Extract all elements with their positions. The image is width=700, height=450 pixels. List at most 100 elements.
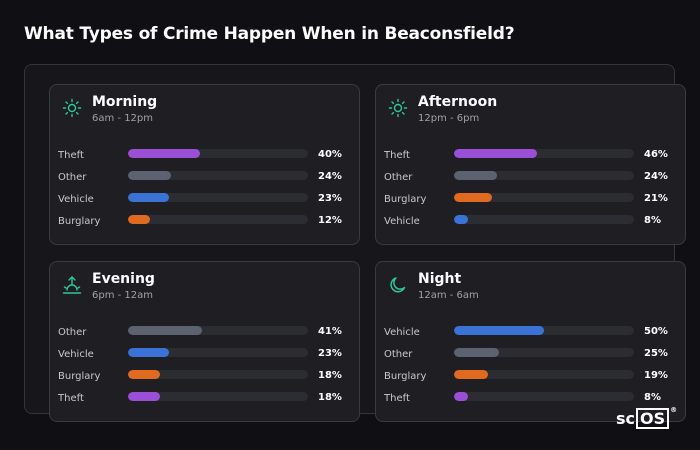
card-title: Evening	[92, 271, 155, 287]
bar-fill	[454, 193, 492, 202]
crime-row-vehicle: Vehicle 8%	[384, 212, 679, 234]
crime-type-label: Other	[58, 327, 87, 338]
crime-bar-list: Other 41% Vehicle 23% Burglary 18% Theft 18%	[58, 323, 353, 411]
page-title: What Types of Crime Happen When in Beaco…	[24, 24, 515, 44]
crime-row-burglary: Burglary 12%	[58, 212, 353, 234]
bar-fill	[128, 193, 170, 202]
crime-row-theft: Theft 18%	[58, 389, 353, 411]
bar-fill	[128, 392, 161, 401]
card-afternoon: Afternoon 12pm - 6pm Theft 46% Other 24% Bur…	[375, 84, 686, 245]
bar-fill	[454, 326, 544, 335]
card-time-range: 12pm - 6pm	[418, 113, 480, 124]
card-time-range: 12am - 6am	[418, 290, 479, 301]
bar-track	[128, 392, 308, 401]
crime-panel: Morning 6am - 12pm Theft 40% Other 24% Vehic…	[24, 64, 686, 422]
sun-icon	[388, 98, 408, 118]
bar-track	[454, 326, 634, 335]
crime-type-label: Vehicle	[384, 327, 420, 338]
bar-fill	[454, 392, 469, 401]
crime-type-label: Vehicle	[58, 349, 94, 360]
percentage-value: 8%	[644, 215, 661, 226]
bar-track	[128, 348, 308, 357]
percentage-value: 46%	[644, 149, 668, 160]
bar-track	[454, 392, 634, 401]
crime-type-label: Vehicle	[384, 216, 420, 227]
bar-fill	[454, 171, 498, 180]
sunset-icon	[62, 275, 82, 295]
crime-row-other: Other 24%	[58, 168, 353, 190]
bar-fill	[454, 348, 499, 357]
percentage-value: 25%	[644, 348, 668, 359]
bar-fill	[454, 370, 489, 379]
crime-type-label: Other	[58, 172, 87, 183]
bar-fill	[454, 149, 537, 158]
crime-row-other: Other 24%	[384, 168, 679, 190]
bar-fill	[454, 215, 469, 224]
bar-fill	[128, 171, 172, 180]
bar-track	[454, 193, 634, 202]
bar-track	[128, 326, 308, 335]
bar-track	[454, 370, 634, 379]
crime-type-label: Theft	[58, 150, 84, 161]
crime-row-burglary: Burglary 19%	[384, 367, 679, 389]
percentage-value: 12%	[318, 215, 342, 226]
crime-row-theft: Theft 46%	[384, 146, 679, 168]
bar-fill	[128, 370, 161, 379]
crime-row-vehicle: Vehicle 50%	[384, 323, 679, 345]
card-title: Morning	[92, 94, 158, 110]
bar-track	[454, 215, 634, 224]
crime-row-theft: Theft 8%	[384, 389, 679, 411]
crime-type-label: Vehicle	[58, 194, 94, 205]
bar-fill	[128, 215, 150, 224]
bar-fill	[128, 348, 170, 357]
percentage-value: 19%	[644, 370, 668, 381]
crime-row-vehicle: Vehicle 23%	[58, 190, 353, 212]
percentage-value: 41%	[318, 326, 342, 337]
crime-row-burglary: Burglary 18%	[58, 367, 353, 389]
crime-type-label: Theft	[384, 150, 410, 161]
bar-track	[128, 215, 308, 224]
crime-row-other: Other 25%	[384, 345, 679, 367]
percentage-value: 50%	[644, 326, 668, 337]
bar-track	[128, 171, 308, 180]
bar-fill	[128, 326, 202, 335]
bar-track	[454, 149, 634, 158]
card-title: Afternoon	[418, 94, 498, 110]
crime-type-label: Burglary	[58, 371, 101, 382]
moon-icon	[388, 275, 408, 295]
percentage-value: 23%	[318, 193, 342, 204]
bar-track	[128, 370, 308, 379]
crime-type-label: Other	[384, 349, 413, 360]
crime-row-vehicle: Vehicle 23%	[58, 345, 353, 367]
crime-type-label: Theft	[384, 393, 410, 404]
percentage-value: 21%	[644, 193, 668, 204]
percentage-value: 8%	[644, 392, 661, 403]
crime-type-label: Theft	[58, 393, 84, 404]
crime-row-burglary: Burglary 21%	[384, 190, 679, 212]
scos-logo: sc OS ®	[616, 406, 678, 429]
crime-bar-list: Vehicle 50% Other 25% Burglary 19% Theft 8%	[384, 323, 679, 411]
card-time-range: 6am - 12pm	[92, 113, 154, 124]
bar-track	[128, 193, 308, 202]
card-title: Night	[418, 271, 462, 287]
crime-row-theft: Theft 40%	[58, 146, 353, 168]
percentage-value: 40%	[318, 149, 342, 160]
bar-track	[454, 171, 634, 180]
percentage-value: 24%	[318, 171, 342, 182]
bar-track	[128, 149, 308, 158]
card-time-range: 6pm - 12am	[92, 290, 154, 301]
sun-icon	[62, 98, 82, 118]
crime-type-label: Burglary	[384, 371, 427, 382]
percentage-value: 18%	[318, 392, 342, 403]
card-night: Night 12am - 6am Vehicle 50% Other 25% Burgl…	[375, 261, 686, 422]
card-morning: Morning 6am - 12pm Theft 40% Other 24% Vehic…	[49, 84, 360, 245]
crime-type-label: Burglary	[384, 194, 427, 205]
crime-bar-list: Theft 40% Other 24% Vehicle 23% Burglary 12%	[58, 146, 353, 234]
percentage-value: 24%	[644, 171, 668, 182]
crime-type-label: Burglary	[58, 216, 101, 227]
card-evening: Evening 6pm - 12am Other 41% Vehicle 23% Bur…	[49, 261, 360, 422]
percentage-value: 18%	[318, 370, 342, 381]
crime-row-other: Other 41%	[58, 323, 353, 345]
percentage-value: 23%	[318, 348, 342, 359]
crime-type-label: Other	[384, 172, 413, 183]
